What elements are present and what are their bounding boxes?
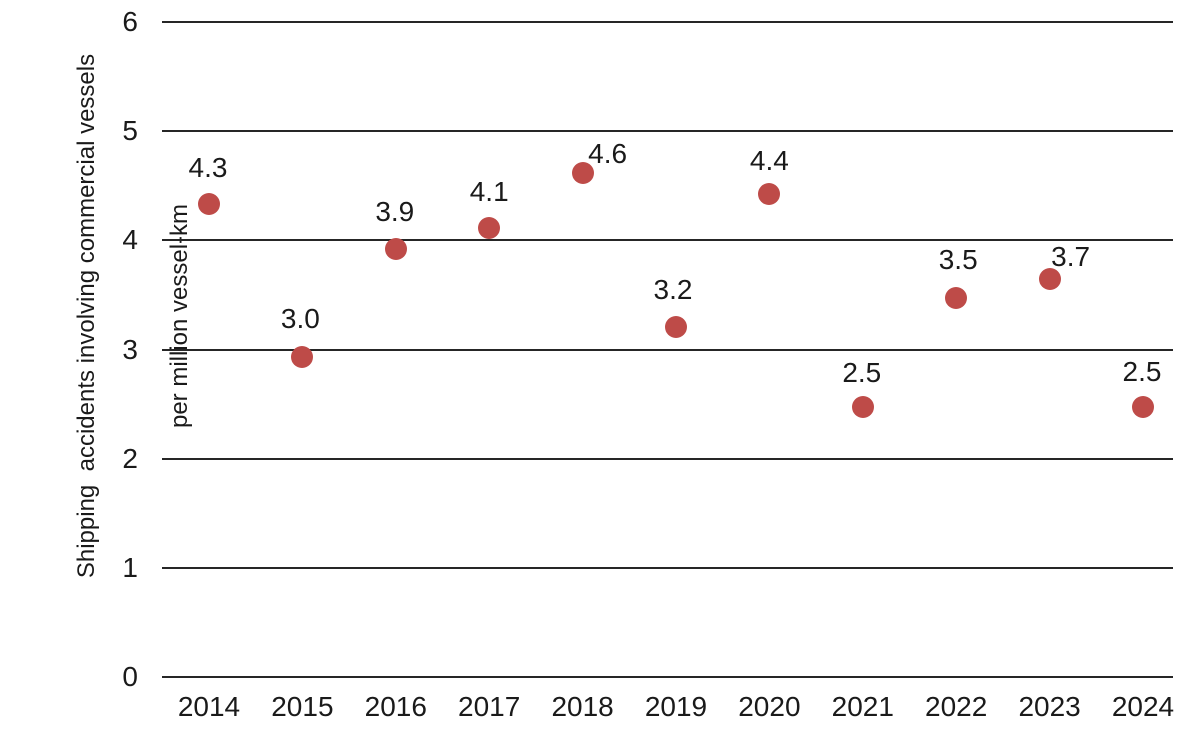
data-point-label: 4.1 [469,176,509,208]
y-tick-label: 2 [122,442,138,474]
data-point-marker [291,346,314,369]
x-tick-label: 2015 [271,691,334,722]
data-point-marker [1132,396,1154,419]
data-point-marker [478,217,501,240]
data-point-label: 4.4 [749,145,789,177]
x-tick-label: 2023 [1018,691,1081,722]
x-tick-label: 2022 [925,691,988,722]
x-tick-label: 2018 [551,691,614,722]
gridline [162,457,1173,460]
data-point-label: 2.5 [1122,356,1162,388]
data-point-marker [851,396,874,419]
gridline [162,566,1173,569]
data-point-label: 3.5 [938,244,978,276]
gridline [162,130,1173,133]
gridline [162,21,1173,23]
y-tick-label: 4 [122,224,138,256]
data-point-label: 4.6 [588,137,628,169]
data-point-marker [665,315,687,338]
data-point-label: 2.5 [842,357,882,389]
data-point-marker [945,287,968,310]
y-axis-title-line2: per million vessel-km [166,203,193,429]
x-tick-label: 2019 [644,691,708,722]
gridline [162,676,1173,678]
y-tick-label: 1 [122,551,138,583]
data-point-marker [758,183,781,206]
x-tick-label: 2016 [364,691,427,722]
y-tick-label: 3 [122,333,138,365]
data-point-marker [198,193,220,216]
gridline [162,239,1173,242]
x-tick-label: 2020 [738,691,801,722]
data-point-label: 4.3 [188,152,228,184]
data-point-label: 3.7 [1051,240,1091,272]
x-tick-label: 2021 [831,691,894,722]
data-point-label: 3.9 [375,196,415,228]
x-tick-label: 2017 [458,691,521,722]
y-tick-label: 6 [122,6,138,37]
y-axis-title: Shipping accidents involving commercial … [9,0,193,646]
data-point-marker [1038,267,1061,290]
y-axis-title-line1: Shipping accidents involving commercial … [73,53,100,579]
data-point-label: 3.2 [653,273,693,305]
x-tick-label: 2024 [1111,691,1175,722]
y-tick-label: 0 [122,661,138,692]
data-point-marker [384,238,407,261]
data-point-marker [571,161,594,184]
gridline [162,348,1173,351]
data-point-label: 3.0 [280,303,320,335]
x-tick-label: 2014 [177,691,241,722]
y-tick-label: 5 [122,115,138,147]
